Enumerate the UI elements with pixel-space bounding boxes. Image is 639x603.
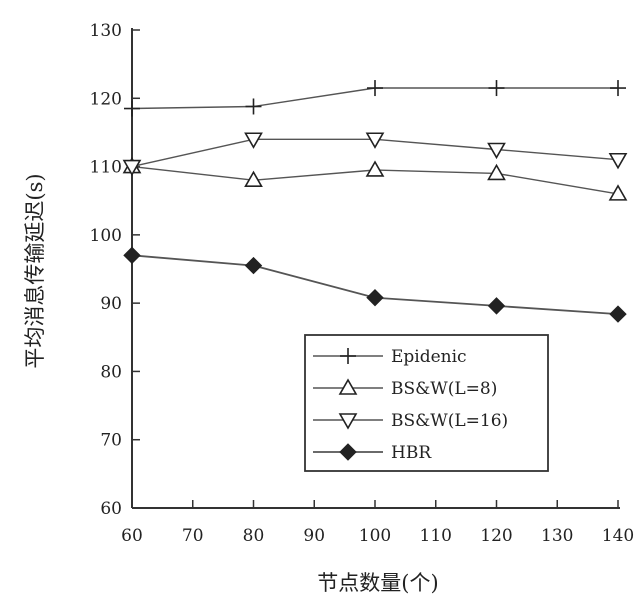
- x-tick-label: 120: [480, 526, 512, 546]
- data-point: [488, 80, 505, 97]
- series-layer: [122, 80, 628, 323]
- y-tick-label: 90: [100, 294, 122, 314]
- data-point: [245, 98, 262, 115]
- legend-label: BS&W(L=8): [391, 379, 497, 399]
- y-axis-title: 平均消息传输延迟(s): [23, 173, 47, 368]
- series-0: [124, 80, 626, 117]
- data-point: [608, 184, 628, 201]
- legend-marker: [340, 348, 356, 364]
- x-axis-title: 节点数量(个): [317, 571, 438, 595]
- data-point: [123, 246, 141, 265]
- data-point: [122, 159, 142, 177]
- y-tick-label: 60: [100, 499, 122, 519]
- legend-marker: [338, 378, 358, 395]
- data-point: [610, 80, 626, 97]
- x-tick-label: 110: [420, 526, 452, 546]
- data-point: [365, 132, 385, 149]
- series-2: [122, 132, 628, 177]
- data-point: [366, 288, 384, 307]
- data-point: [244, 170, 263, 188]
- legend-marker: [338, 413, 358, 430]
- axes: 60 70 80 90 100 110 120 130 60 70 80 90 100 110 120 130…: [90, 21, 635, 546]
- data-point: [609, 305, 627, 323]
- y-tick-label: 130: [90, 21, 122, 41]
- y-tick-label: 100: [90, 226, 122, 246]
- data-point: [487, 163, 506, 181]
- x-tick-label: 80: [243, 526, 265, 546]
- y-tick-label: 110: [90, 158, 122, 178]
- y-tick-label: 80: [100, 362, 122, 382]
- data-point: [487, 297, 506, 315]
- data-point: [367, 80, 383, 97]
- x-tick-label: 70: [182, 526, 204, 546]
- series-3: [123, 246, 627, 323]
- data-point: [244, 132, 263, 149]
- y-tick-label: 70: [100, 431, 122, 451]
- legend-label: BS&W(L=16): [391, 411, 508, 431]
- x-tick-label: 100: [359, 526, 391, 546]
- y-tick-label: 120: [90, 89, 122, 109]
- x-tick-label: 140: [602, 526, 634, 546]
- x-tick-label: 130: [541, 526, 573, 546]
- data-point: [244, 256, 263, 275]
- data-point: [487, 142, 506, 160]
- legend-label: HBR: [391, 443, 432, 463]
- x-tick-label: 60: [121, 526, 143, 546]
- data-point: [608, 152, 628, 170]
- series-1: [122, 156, 628, 201]
- data-point: [365, 160, 385, 177]
- legend: Epidenic BS&W(L=8) BS&W(L=16) HBR: [304, 334, 549, 472]
- data-point: [124, 100, 140, 117]
- legend-marker: [339, 443, 357, 461]
- legend-label: Epidenic: [391, 347, 467, 367]
- x-tick-label: 90: [303, 526, 325, 546]
